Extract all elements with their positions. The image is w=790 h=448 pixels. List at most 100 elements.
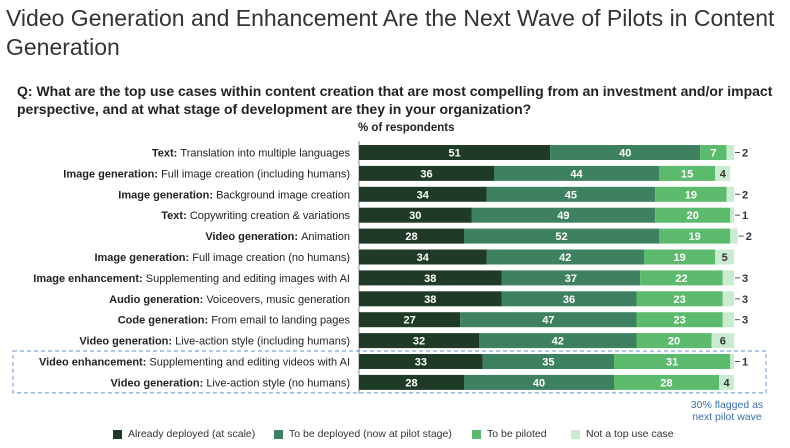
category-suffix: Full image creation (including humans)	[161, 168, 350, 180]
bar-segment-to-be-piloted	[644, 249, 716, 265]
value-label-to-be-deployed: 37	[565, 273, 577, 285]
value-label-not-top: 3	[742, 315, 748, 327]
value-label-not-top: 3	[742, 294, 748, 306]
bar-segment-deployed	[359, 312, 461, 328]
bar-segment-deployed	[359, 207, 472, 223]
highlight-box	[12, 350, 767, 394]
category-label: Video generation: Live-action style (no …	[111, 377, 350, 389]
category-suffix: From email to landing pages	[211, 315, 350, 327]
value-label-to-be-deployed: 42	[552, 336, 564, 348]
category-prefix: Text:	[161, 210, 190, 222]
bar-segment-to-be-piloted	[614, 354, 731, 369]
category-prefix: Image generation:	[63, 168, 161, 180]
bar-segment-not-top	[722, 291, 734, 307]
category-suffix: Live-action style (no humans)	[206, 377, 350, 389]
category-label: Image generation: Full image creation (i…	[63, 168, 350, 180]
bar-segment-deployed	[359, 145, 551, 160]
value-label-to-be-deployed: 44	[570, 168, 583, 180]
bar-segment-deployed	[359, 165, 494, 181]
category-prefix: Image generation:	[118, 189, 216, 201]
bar-segment-to-be-piloted	[659, 228, 731, 244]
legend: Already deployed (at scale) To be deploy…	[0, 428, 790, 444]
category-prefix: Image enhancement:	[33, 273, 145, 285]
legend-label: To be deployed (now at pilot stage)	[289, 428, 452, 440]
axis-unit-label: % of respondents	[358, 122, 455, 134]
category-label: Image generation: Full image creation (n…	[94, 252, 350, 264]
value-label-to-be-piloted: 23	[674, 315, 686, 327]
bar-segment-not-top	[715, 165, 731, 181]
category-prefix: Video generation:	[79, 336, 175, 348]
value-label-not-top: 2	[742, 189, 748, 201]
value-label-to-be-piloted: 22	[675, 273, 687, 285]
legend-item-to-be-deployed: To be deployed (now at pilot stage)	[274, 428, 452, 440]
legend-item-not-top: Not a top use case	[571, 428, 674, 440]
bar-segment-to-be-piloted	[636, 291, 723, 307]
value-label-deployed: 27	[404, 315, 416, 327]
value-label-not-top: 5	[722, 252, 728, 264]
bar-segment-not-top	[722, 270, 734, 286]
category-suffix: Supplementing and editing videos with AI	[149, 357, 350, 369]
bar-segment-to-be-piloted	[659, 165, 716, 181]
bar-segment-deployed	[359, 333, 479, 349]
category-suffix: Live-action style (including humans)	[175, 336, 350, 348]
bar-segment-to-be-deployed	[486, 186, 656, 202]
bar-segment-to-be-deployed	[479, 333, 637, 349]
value-label-to-be-piloted: 19	[685, 189, 697, 201]
bar-segment-to-be-deployed	[471, 207, 656, 223]
survey-question: Q: What are the top use cases within con…	[17, 83, 773, 117]
value-label-not-top: 2	[742, 148, 748, 160]
category-label: Text: Copywriting creation & variations	[161, 210, 350, 222]
value-label-deployed: 38	[424, 273, 436, 285]
pilot-wave-note: 30% flagged as next pilot wave	[690, 399, 764, 423]
value-label-to-be-deployed: 35	[542, 357, 554, 369]
bar-segment-to-be-deployed	[464, 228, 659, 244]
bar-segment-not-top	[726, 145, 734, 160]
value-label-deployed: 30	[409, 210, 421, 222]
bar-segment-deployed	[359, 374, 464, 390]
legend-swatch-not-top	[571, 429, 580, 439]
bar-segment-not-top	[730, 207, 734, 223]
value-label-to-be-deployed: 42	[559, 252, 571, 264]
chart-title: Video Generation and Enhancement Are the…	[6, 5, 775, 60]
category-prefix: Video generation:	[111, 377, 207, 389]
category-prefix: Text:	[152, 148, 181, 160]
category-suffix: Copywriting creation & variations	[190, 210, 351, 222]
bar-segment-not-top	[719, 374, 734, 390]
category-suffix: Background image creation	[216, 189, 350, 201]
category-label: Video generation: Animation	[205, 231, 350, 243]
category-label: Image generation: Background image creat…	[118, 189, 350, 201]
value-label-not-top: 1	[742, 357, 748, 369]
value-label-not-top: 2	[746, 231, 752, 243]
bar-segment-to-be-piloted	[636, 333, 712, 349]
value-label-to-be-deployed: 36	[563, 294, 575, 306]
category-label: Video enhancement: Supplementing and edi…	[39, 357, 350, 369]
value-label-to-be-piloted: 20	[668, 336, 680, 348]
value-label-to-be-piloted: 31	[666, 357, 678, 369]
legend-swatch-deployed	[113, 429, 122, 439]
bar-segment-not-top	[711, 333, 734, 349]
category-prefix: Image generation:	[94, 252, 192, 264]
category-prefix: Video generation:	[205, 231, 301, 243]
category-suffix: Voiceovers, music generation	[206, 294, 350, 306]
category-prefix: Video enhancement:	[39, 357, 149, 369]
bar-segment-to-be-deployed	[464, 374, 614, 390]
category-prefix: Code generation:	[118, 315, 212, 327]
value-label-deployed: 28	[405, 231, 417, 243]
bar-segment-to-be-deployed	[501, 270, 641, 286]
value-label-to-be-deployed: 45	[565, 189, 577, 201]
value-label-not-top: 1	[742, 210, 748, 222]
bar-segment-deployed	[359, 249, 487, 265]
category-label: Image enhancement: Supplementing and edi…	[33, 273, 350, 285]
value-label-not-top: 4	[723, 377, 730, 389]
value-label-deployed: 34	[417, 252, 430, 264]
bar-segment-deployed	[359, 354, 483, 369]
bar-segment-to-be-deployed	[486, 249, 644, 265]
value-label-to-be-deployed: 40	[533, 377, 545, 389]
bar-segment-to-be-deployed	[550, 145, 701, 160]
bar-segment-to-be-deployed	[501, 291, 637, 307]
value-label-to-be-piloted: 23	[674, 294, 686, 306]
value-label-to-be-deployed: 47	[542, 315, 554, 327]
bar-segment-to-be-piloted	[655, 207, 731, 223]
bar-segment-deployed	[359, 270, 502, 286]
